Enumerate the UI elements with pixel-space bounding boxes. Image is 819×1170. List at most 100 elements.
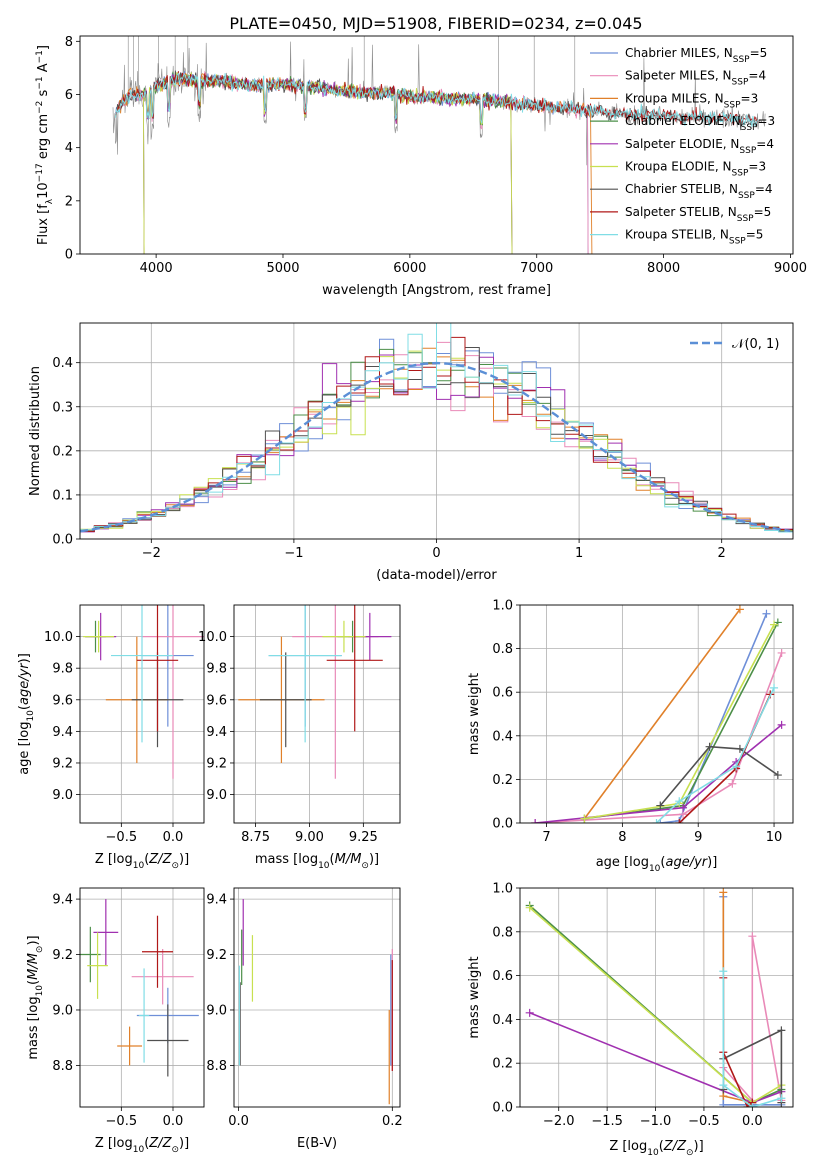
y-tick-label: 0.6	[492, 686, 513, 701]
y-tick-label: 10.0	[198, 630, 227, 645]
y-tick-label: 0.4	[52, 356, 73, 371]
y-tick-label: 9.0	[52, 788, 73, 803]
spectrum-panel: 4000 5000 6000 7000 8000 9000 0 2 4 6 8 wavelength …	[35, 35, 807, 298]
legend-entry: Chabrier STELIB, NSSP=4	[625, 182, 773, 201]
mass-EBV-x-label: E(B-V)	[297, 1136, 337, 1151]
y-tick-label: 8.8	[52, 1059, 73, 1074]
x-tick-label: −1.0	[640, 1114, 672, 1129]
spectrum-model-kroupa-miles	[115, 72, 593, 254]
y-tick-label: 9.0	[52, 1003, 73, 1018]
weight-marker	[580, 814, 589, 823]
weight-marker	[748, 1103, 757, 1107]
mass-Z-panel: −0.5 0.0 8.8 9.0 9.2 9.4 Z [log10(Z/Z⊙)] mass […	[26, 887, 205, 1155]
spectrum-y-label: Flux [fλ10−17 erg cm−2 s−1 A−1]	[35, 45, 55, 245]
weight-line-kroupa-stelib	[655, 687, 775, 823]
x-tick-label: 0.0	[228, 1114, 249, 1129]
weight-line-kroupa-elodie	[584, 624, 775, 820]
y-tick-label: 9.2	[206, 948, 227, 963]
residuals-y-label: Normed distribution	[28, 366, 43, 496]
x-tick-label: 9	[694, 830, 702, 845]
weight-age-plot-area	[520, 605, 793, 823]
x-tick-label: −1.5	[591, 1114, 623, 1129]
age-Z-y-label: age [log10(age/yr)]	[17, 653, 36, 775]
y-tick-label: 0.8	[492, 642, 513, 657]
x-tick-label: 0.0	[163, 1114, 184, 1129]
weight-marker	[777, 1026, 786, 1035]
figure-title: PLATE=0450, MJD=51908, FIBERID=0234, z=0…	[229, 14, 642, 33]
x-tick-label: 7	[542, 830, 550, 845]
age-Z-plot-area	[80, 605, 204, 823]
weight-Z-plot-area	[520, 888, 793, 1107]
x-tick-label: 5000	[266, 261, 299, 276]
x-tick-label: −0.5	[106, 830, 138, 845]
mass-EBV-plot-area	[234, 888, 400, 1107]
weight-age-y-label: mass weight	[467, 673, 482, 755]
weight-line-kroupa-stelib	[722, 971, 782, 1107]
y-tick-label: 6	[65, 88, 73, 103]
x-tick-label: 0.0	[742, 1114, 763, 1129]
y-tick-label: 1.0	[492, 882, 513, 897]
weight-marker	[735, 605, 744, 614]
weight-marker	[770, 683, 779, 692]
y-tick-label: 0.2	[492, 1057, 513, 1072]
histogram-kroupa-stelib	[80, 323, 793, 535]
y-tick-label: 0.0	[492, 1101, 513, 1116]
y-tick-label: 0	[65, 248, 73, 263]
weight-marker	[652, 819, 661, 823]
y-tick-label: 9.2	[206, 756, 227, 771]
x-tick-label: 7000	[520, 261, 553, 276]
weight-marker	[762, 609, 771, 618]
weight-Z-x-label: Z [log10(Z/Z⊙)]	[609, 1139, 703, 1158]
residuals-frame	[79, 322, 794, 540]
weight-marker	[770, 620, 779, 629]
weight-marker	[679, 803, 688, 812]
legend-entry: Kroupa ELODIE, NSSP=3	[625, 160, 766, 179]
mass-EBV-panel: 0.0 0.2 8.8 9.0 9.2 9.4 E(B-V)	[206, 887, 403, 1151]
x-tick-label: 9.25	[349, 830, 378, 845]
weight-marker	[531, 819, 540, 823]
weight-marker	[719, 1081, 728, 1090]
weight-marker	[525, 903, 534, 912]
x-tick-label: −1	[284, 546, 303, 561]
weight-line-chabrier-stelib	[659, 745, 779, 807]
x-tick-label: 6000	[393, 261, 426, 276]
y-tick-label: 2	[65, 194, 73, 209]
age-mass-frame	[233, 604, 401, 824]
x-tick-label: −0.5	[688, 1114, 720, 1129]
x-tick-label: 8000	[647, 261, 680, 276]
weight-marker	[777, 720, 786, 729]
y-tick-label: 9.0	[206, 1003, 227, 1018]
y-tick-label: 9.6	[206, 693, 227, 708]
legend-entry: Kroupa STELIB, NSSP=5	[625, 228, 763, 247]
mass-Z-plot-area	[80, 888, 204, 1107]
y-tick-label: 0.4	[492, 1013, 513, 1028]
y-tick-label: 0.6	[492, 969, 513, 984]
age-mass-x-label: mass [log10(M/M⊙)]	[255, 852, 379, 871]
weight-marker	[777, 1094, 786, 1103]
mass-Z-frame	[79, 887, 205, 1108]
y-tick-label: 0.1	[52, 488, 73, 503]
spectrum-frame	[79, 35, 794, 255]
weight-line-kroupa-miles	[722, 892, 753, 1104]
y-tick-label: 9.6	[52, 693, 73, 708]
y-tick-label: 9.2	[52, 948, 73, 963]
y-tick-label: 0.2	[492, 773, 513, 788]
weight-marker	[675, 819, 684, 823]
weight-marker	[735, 744, 744, 753]
x-tick-label: 2	[718, 546, 726, 561]
spectrum-x-label: wavelength [Angstrom, rest frame]	[322, 283, 551, 298]
spectrum-plot-area	[112, 36, 766, 254]
x-tick-label: 8	[618, 830, 626, 845]
x-tick-label: 0.0	[163, 830, 184, 845]
age-Z-panel: −0.5 0.0 9.0 9.2 9.4 9.6 9.8 10.0 Z [log10(Z/Z⊙)…	[17, 604, 205, 871]
weight-line-salpeter-miles	[722, 936, 783, 1103]
weight-marker	[525, 1008, 534, 1017]
y-tick-label: 9.4	[206, 725, 227, 740]
legend-entry: Chabrier ELODIE, NSSP=3	[625, 114, 775, 133]
x-tick-label: 4000	[140, 261, 173, 276]
x-tick-label: −2.0	[543, 1114, 575, 1129]
spectrum-model-kroupa-stelib	[115, 72, 759, 127]
residuals-plot-area	[80, 323, 793, 539]
residuals-x-label: (data-model)/error	[376, 568, 497, 583]
